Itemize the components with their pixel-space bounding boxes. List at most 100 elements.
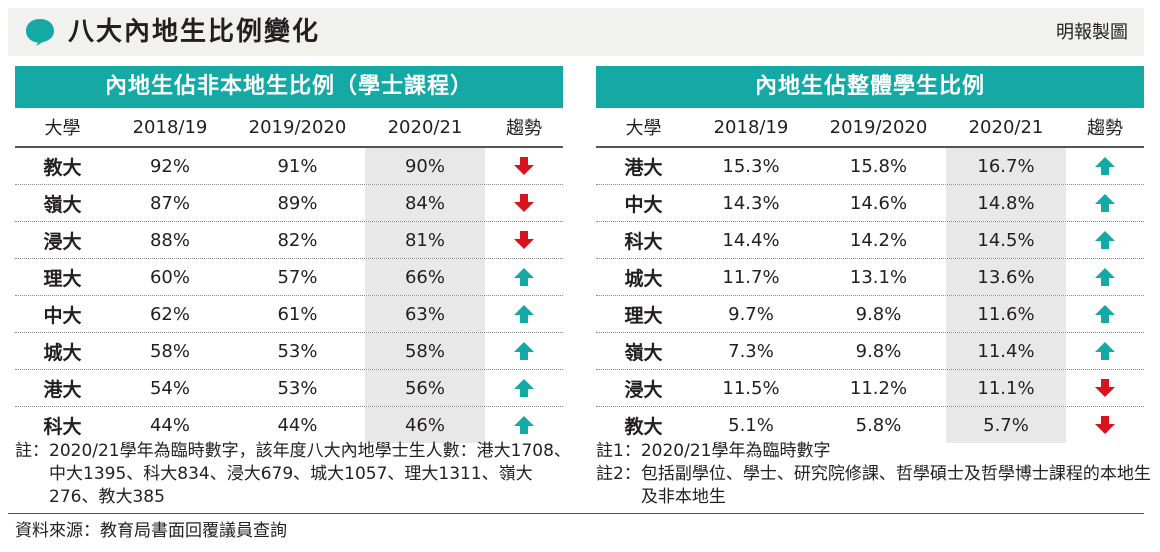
table-row: 理大 60% 57% 66%: [15, 259, 563, 296]
table-title: 內地生佔整體學生比例: [596, 66, 1144, 108]
value-cell: 11.4%: [977, 340, 1035, 362]
current-year-highlight: [946, 333, 1066, 369]
arrow-up-icon: [1095, 194, 1115, 212]
value-cell: 81%: [404, 229, 445, 251]
value-cell: 58%: [404, 340, 445, 362]
table-row: 浸大 11.5% 11.2% 11.1%: [596, 370, 1144, 407]
value-cell: 14.2%: [849, 229, 908, 251]
trend-cell: [485, 296, 563, 332]
column-header: 2019/2020: [829, 116, 928, 138]
page-title: 八大內地生比例變化: [68, 17, 321, 47]
current-year-highlight: [946, 407, 1066, 443]
value-cell: 90%: [404, 155, 445, 177]
current-year-highlight: [365, 370, 485, 406]
university-cell: 中大: [43, 304, 82, 327]
trend-cell: [485, 222, 563, 258]
university-cell: 科大: [43, 415, 82, 438]
university-cell: 理大: [624, 304, 663, 327]
arrow-up-icon: [514, 305, 534, 323]
current-year-highlight: [365, 407, 485, 443]
current-year-highlight: [365, 296, 485, 332]
arrow-down-icon: [1095, 379, 1115, 397]
trend-cell: [1066, 148, 1144, 184]
value-cell: 57%: [277, 266, 318, 288]
source-note: 資料來源：教育局書面回覆議員查詢: [15, 521, 287, 541]
table-header-row: 大學 2018/19 2019/2020 2020/21 趨勢: [596, 108, 1144, 148]
value-cell: 53%: [277, 340, 318, 362]
arrow-up-icon: [514, 379, 534, 397]
university-cell: 中大: [624, 193, 663, 216]
value-cell: 15.3%: [722, 155, 780, 177]
trend-cell: [1066, 370, 1144, 406]
arrow-up-icon: [1095, 231, 1115, 249]
current-year-highlight: [946, 222, 1066, 258]
value-cell: 82%: [277, 229, 318, 251]
table-row: 科大 14.4% 14.2% 14.5%: [596, 222, 1144, 259]
value-cell: 84%: [404, 192, 445, 214]
note-line: 註2： 包括副學位、學士、研究院修課、哲學碩士及哲學博士課程的本地生及非本地生: [596, 463, 1156, 509]
trend-cell: [485, 370, 563, 406]
note-label: 註1：: [596, 441, 641, 461]
value-cell: 14.6%: [849, 192, 908, 214]
column-header: 2020/21: [387, 116, 463, 138]
arrow-down-icon: [514, 157, 534, 175]
arrow-down-icon: [514, 231, 534, 249]
note-text: 2020/21學年為臨時數字，該年度八大內地學士生人數：港大1708、中大139…: [49, 441, 571, 507]
value-cell: 44%: [149, 414, 190, 436]
university-cell: 科大: [624, 230, 663, 253]
arrow-up-icon: [1095, 305, 1115, 323]
arrow-up-icon: [1095, 268, 1115, 286]
current-year-highlight: [365, 222, 485, 258]
value-cell: 61%: [277, 303, 318, 325]
table-title: 內地生佔非本地生比例（學士課程）: [15, 66, 563, 108]
arrow-up-icon: [514, 268, 534, 286]
value-cell: 44%: [277, 414, 318, 436]
header-bar: 八大內地生比例變化 明報製圖: [8, 8, 1144, 56]
note-text: 包括副學位、學士、研究院修課、哲學碩士及哲學博士課程的本地生及非本地生: [640, 464, 1151, 507]
note-line: 註： 2020/21學年為臨時數字，該年度八大內地學士生人數：港大1708、中大…: [15, 440, 575, 509]
column-header: 2019/2020: [248, 116, 347, 138]
table-row: 嶺大 7.3% 9.8% 11.4%: [596, 333, 1144, 370]
current-year-highlight: [946, 259, 1066, 295]
value-cell: 9.8%: [855, 340, 902, 362]
table-row: 城大 11.7% 13.1% 13.6%: [596, 259, 1144, 296]
value-cell: 5.8%: [855, 414, 902, 436]
trend-cell: [1066, 259, 1144, 295]
value-cell: 15.8%: [849, 155, 908, 177]
speech-bubble-icon: [26, 19, 54, 46]
arrow-up-icon: [514, 342, 534, 360]
arrow-down-icon: [1095, 416, 1115, 434]
table-row: 中大 62% 61% 63%: [15, 296, 563, 333]
note-label: 註：: [15, 441, 49, 461]
value-cell: 14.3%: [722, 192, 780, 214]
value-cell: 58%: [149, 340, 190, 362]
notes-left: 註： 2020/21學年為臨時數字，該年度八大內地學士生人數：港大1708、中大…: [15, 440, 575, 509]
column-header: 2018/19: [132, 116, 208, 138]
value-cell: 14.5%: [977, 229, 1035, 251]
value-cell: 63%: [404, 303, 445, 325]
value-cell: 13.1%: [849, 266, 908, 288]
value-cell: 53%: [277, 377, 318, 399]
value-cell: 7.3%: [728, 340, 774, 362]
column-header: 2018/19: [713, 116, 789, 138]
value-cell: 5.1%: [728, 414, 774, 436]
arrow-up-icon: [514, 416, 534, 434]
value-cell: 89%: [277, 192, 318, 214]
trend-cell: [1066, 222, 1144, 258]
university-cell: 教大: [43, 156, 82, 179]
value-cell: 88%: [149, 229, 190, 251]
table-row: 教大 92% 91% 90%: [15, 148, 563, 185]
table-body: 教大 92% 91% 90% 嶺大 87% 89% 84% 浸大 88% 82% 81% 理大 60% 57…: [15, 148, 563, 443]
column-header: 大學: [44, 118, 81, 139]
column-header: 大學: [625, 118, 662, 139]
trend-cell: [1066, 333, 1144, 369]
current-year-highlight: [946, 296, 1066, 332]
trend-cell: [485, 333, 563, 369]
trend-cell: [1066, 185, 1144, 221]
trend-cell: [485, 259, 563, 295]
value-cell: 11.2%: [849, 377, 908, 399]
column-header: 趨勢: [506, 118, 542, 139]
current-year-highlight: [365, 333, 485, 369]
notes-right: 註1： 2020/21學年為臨時數字 註2： 包括副學位、學士、研究院修課、哲學…: [596, 440, 1156, 509]
current-year-highlight: [365, 185, 485, 221]
